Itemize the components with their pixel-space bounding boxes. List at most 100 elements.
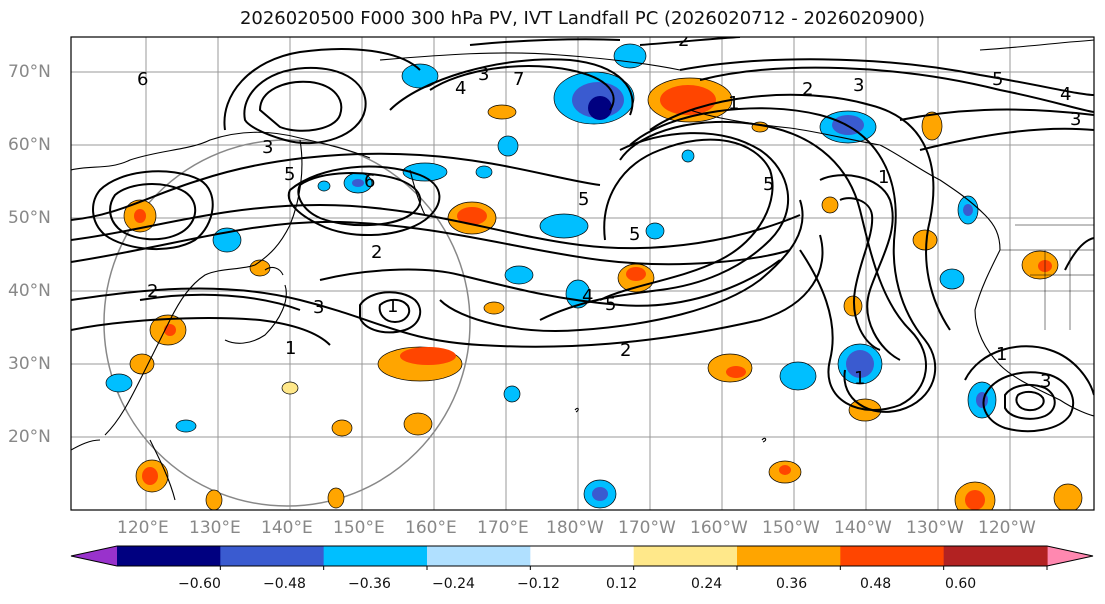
colorbar-tick-label: −0.60 xyxy=(178,576,221,592)
lat-label-70n: 70°N xyxy=(8,62,51,82)
map-frame xyxy=(70,36,1095,511)
lon-label: 130°E xyxy=(189,518,241,538)
lon-label: 170°E xyxy=(477,518,529,538)
negative-anomaly-patch xyxy=(539,213,589,239)
lon-label: 140°W xyxy=(834,518,892,538)
lon-label: 130°W xyxy=(906,518,964,538)
lat-label-20n: 20°N xyxy=(8,427,51,447)
positive-anomaly-patch xyxy=(249,259,271,277)
contour-label: 1 xyxy=(996,344,1007,365)
negative-anomaly-patch xyxy=(779,361,817,391)
contour-label: 2 xyxy=(678,30,689,51)
lat-label-60n: 60°N xyxy=(8,135,51,155)
lon-label: 180°W xyxy=(546,518,604,538)
contour-label: 5 xyxy=(284,164,295,185)
negative-anomaly-patch xyxy=(613,43,647,69)
lat-label-30n: 30°N xyxy=(8,354,51,374)
colorbar-tick-label: 0.60 xyxy=(945,576,977,592)
colorbar-segment xyxy=(220,546,325,566)
positive-anomaly-patch xyxy=(403,412,433,436)
contour-label: 2 xyxy=(802,79,813,100)
colorbar xyxy=(70,545,1094,570)
positive-anomaly-patch xyxy=(487,104,517,120)
contour-label: 5 xyxy=(992,69,1003,90)
positive-anomaly-patch xyxy=(483,301,505,315)
negative-anomaly-patch xyxy=(681,149,695,163)
negative-anomaly-patch xyxy=(401,63,439,89)
contour-label: 5 xyxy=(578,189,589,210)
lon-label: 120°W xyxy=(978,518,1036,538)
colorbar-extend-left xyxy=(71,546,117,566)
contour-label: 1 xyxy=(854,368,865,389)
contour-label: 5 xyxy=(629,224,640,245)
contour-label: 3 xyxy=(1070,109,1081,130)
contour-label: 5 xyxy=(763,174,774,195)
colorbar-tick-label: 0.48 xyxy=(860,576,892,592)
negative-anomaly-patch xyxy=(939,268,965,290)
colorbar-tick-label: −0.24 xyxy=(432,576,475,592)
negative-anomaly-patch xyxy=(105,373,133,393)
contour-label: 1 xyxy=(387,296,398,317)
contour-label: 6 xyxy=(364,171,375,192)
contour-label: 2 xyxy=(371,242,382,263)
lon-label: 170°W xyxy=(618,518,676,538)
positive-anomaly-patch xyxy=(281,381,299,395)
contour-label: 1 xyxy=(728,93,739,114)
positive-anomaly-patch xyxy=(912,229,938,251)
contour-label: 3 xyxy=(262,137,273,158)
colorbar-segment xyxy=(737,546,841,566)
colorbar-tick-label: 0.36 xyxy=(776,576,808,592)
contour-label: 4 xyxy=(1060,84,1071,105)
colorbar-segment xyxy=(633,546,738,566)
colorbar-segment xyxy=(840,546,945,566)
positive-anomaly-patch xyxy=(129,353,155,375)
colorbar-segment xyxy=(117,546,221,566)
contour-label: 7 xyxy=(513,69,524,90)
colorbar-segment xyxy=(323,546,428,566)
contour-label: 2 xyxy=(620,340,631,361)
negative-anomaly-patch xyxy=(402,162,448,182)
contour-label: 1 xyxy=(878,167,889,188)
contour-label: 3 xyxy=(853,75,864,96)
contour-label: 1 xyxy=(285,338,296,359)
positive-anomaly-patch xyxy=(331,419,353,437)
negative-anomaly-patch xyxy=(475,165,493,179)
colorbar-tick-label: −0.48 xyxy=(263,576,306,592)
lon-label: 150°W xyxy=(762,518,820,538)
coastlines xyxy=(71,39,1094,501)
positive-anomaly-patch xyxy=(843,295,863,317)
positive-anomaly-patch xyxy=(821,196,839,214)
positive-anomaly-patch xyxy=(1053,483,1083,510)
contour-label-group: 2 3 5 6 2 3 1 2 5 4 5 1 2 3 1 1 3 4 5 6 … xyxy=(137,30,1081,392)
colorbar-segment xyxy=(943,546,1048,566)
positive-anomaly-patch xyxy=(921,111,943,141)
contour-label: 2 xyxy=(147,281,158,302)
colorbar-tick-label: 0.12 xyxy=(606,576,638,592)
positive-anomaly-patch xyxy=(327,487,345,509)
negative-anomaly-patch xyxy=(317,180,331,192)
map-content: 2 3 5 6 2 3 1 2 5 4 5 1 2 3 1 1 3 4 5 6 … xyxy=(71,30,1094,510)
lat-label-50n: 50°N xyxy=(8,208,51,228)
us-state-borders xyxy=(1000,224,1094,330)
positive-anomaly-patch xyxy=(205,489,223,510)
lon-label: 140°E xyxy=(261,518,313,538)
contour-label: 4 xyxy=(582,286,593,307)
negative-anomaly-patch xyxy=(497,135,519,157)
contour-label: 5 xyxy=(605,294,616,315)
negative-anomaly-patch xyxy=(504,265,534,285)
contour-label: 3 xyxy=(1040,371,1051,392)
negative-anomaly-patch xyxy=(175,419,197,433)
contour-label: 3 xyxy=(313,297,324,318)
pv-anomaly-shading xyxy=(105,43,1083,510)
colorbar-outline xyxy=(70,545,1094,567)
contour-label: 6 xyxy=(137,69,148,90)
colorbar-segment xyxy=(530,546,635,566)
colorbar-tick-label: −0.36 xyxy=(348,576,391,592)
colorbar-tick-label: 0.24 xyxy=(691,576,723,592)
lon-label: 120°E xyxy=(117,518,169,538)
negative-anomaly-patch xyxy=(645,222,665,240)
colorbar-segment xyxy=(427,546,531,566)
contour-label: 4 xyxy=(455,78,466,99)
lon-label: 150°E xyxy=(333,518,385,538)
